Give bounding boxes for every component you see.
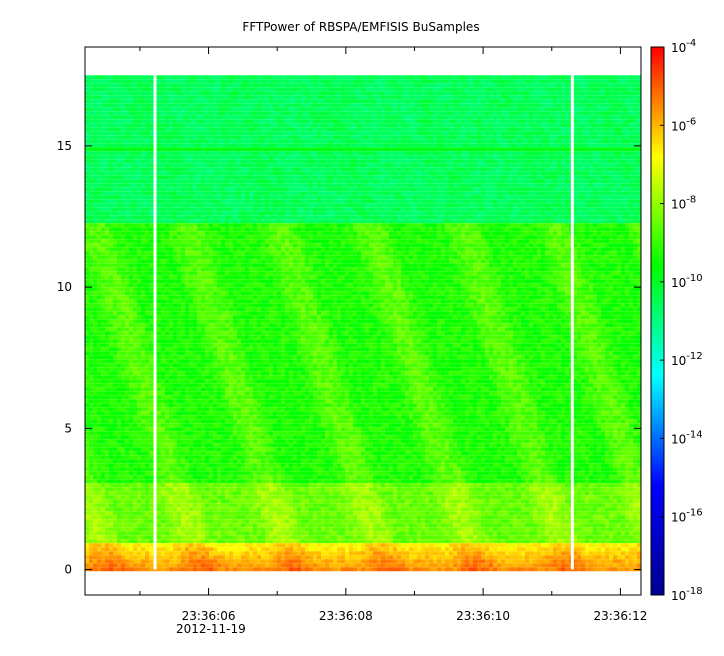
colorbar-tick-label: 10-4 [671, 38, 696, 55]
colorbar-ticks: 10-4 10-6 10-8 10-10 10-12 10-14 10-16 10-18 [660, 38, 703, 603]
data-gap [153, 75, 157, 570]
y-axis: 0 5 10 15 [57, 139, 641, 577]
y-tick-label: 10 [57, 280, 72, 294]
colorbar-tick-label: 10-12 [671, 351, 703, 368]
x-tick-label: 23:36:12 [593, 609, 647, 623]
colorbar-tick-label: 10-18 [671, 586, 703, 603]
colorbar-tick-label: 10-14 [671, 429, 703, 446]
colorbar-tick-label: 10-10 [671, 273, 703, 290]
y-tick-label: 0 [64, 563, 72, 577]
plot-area [84, 46, 642, 596]
x-date-label: 2012-11-19 [176, 622, 246, 636]
colorbar-gradient [651, 47, 664, 595]
chart-title: FFTPower of RBSPA/EMFISIS BuSamples [242, 20, 479, 34]
x-axis: 23:36:06 23:36:08 23:36:10 23:36:12 [139, 47, 647, 623]
colorbar-frame [650, 46, 665, 596]
x-tick-label: 23:36:08 [319, 609, 373, 623]
y-tick-label: 5 [64, 421, 72, 435]
y-tick-label: 15 [57, 139, 72, 153]
colorbar: 10-4 10-6 10-8 10-10 10-12 10-14 10-16 10-18 [650, 38, 703, 603]
plot-frame [84, 46, 642, 596]
x-tick-label: 23:36:10 [456, 609, 510, 623]
data-gaps [153, 75, 574, 570]
colorbar-tick-label: 10-8 [671, 195, 696, 212]
x-tick-label: 23:36:06 [182, 609, 236, 623]
colorbar-tick-label: 10-6 [671, 116, 696, 133]
spectrogram-image [85, 75, 641, 572]
data-gap [570, 75, 574, 570]
colorbar-tick-label: 10-16 [671, 508, 703, 525]
